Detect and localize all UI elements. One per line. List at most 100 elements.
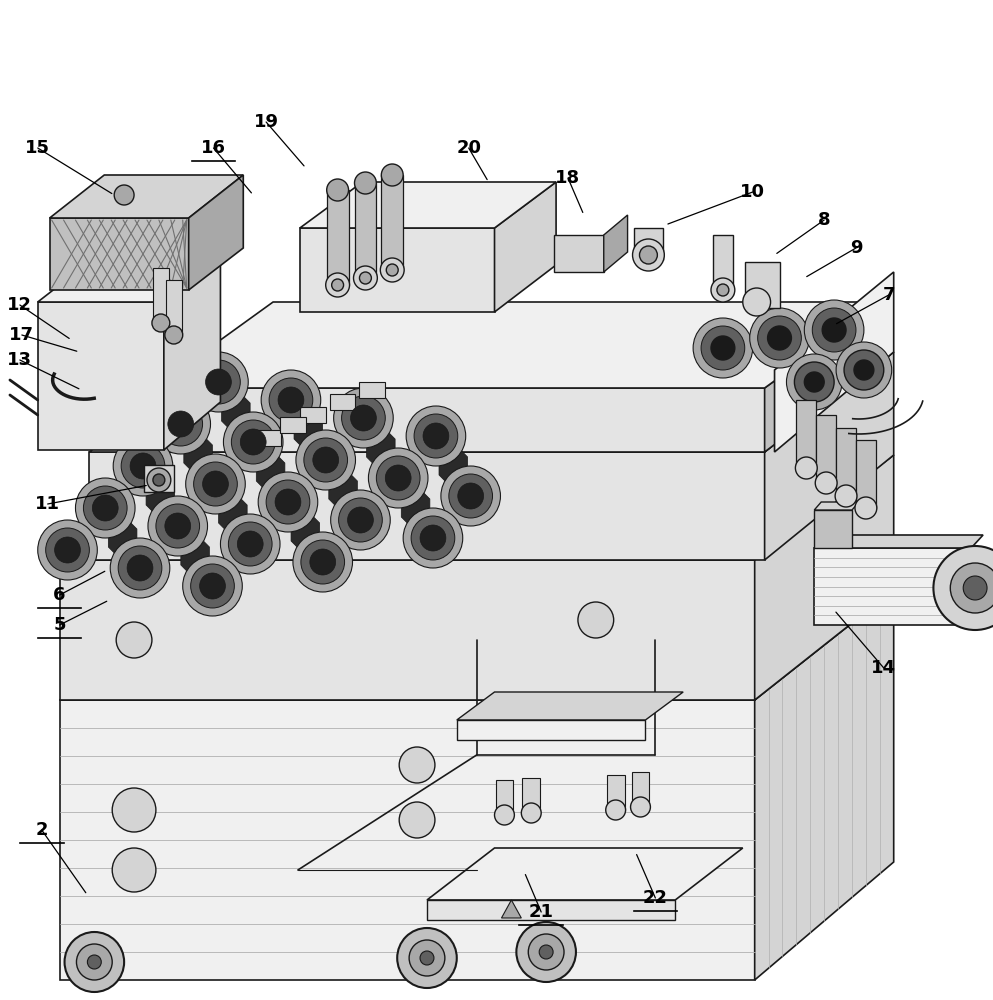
Polygon shape: [300, 228, 495, 312]
Polygon shape: [144, 465, 174, 492]
Circle shape: [112, 848, 156, 892]
Circle shape: [118, 546, 162, 590]
Polygon shape: [38, 302, 164, 450]
Circle shape: [836, 342, 892, 398]
Circle shape: [750, 308, 809, 368]
Circle shape: [113, 436, 173, 496]
Circle shape: [258, 472, 318, 532]
Text: 7: 7: [883, 286, 895, 304]
Text: 6: 6: [54, 586, 66, 604]
Circle shape: [168, 411, 194, 437]
Text: 14: 14: [871, 659, 897, 677]
Text: 21: 21: [528, 903, 554, 921]
Polygon shape: [554, 235, 604, 272]
Circle shape: [114, 185, 134, 205]
Polygon shape: [154, 388, 765, 452]
Circle shape: [768, 326, 791, 350]
Circle shape: [200, 573, 225, 599]
Circle shape: [528, 934, 564, 970]
Circle shape: [269, 378, 313, 422]
Circle shape: [854, 360, 874, 380]
Circle shape: [355, 172, 376, 194]
Circle shape: [38, 520, 97, 580]
Circle shape: [186, 454, 245, 514]
Circle shape: [606, 800, 626, 820]
Circle shape: [717, 284, 729, 296]
Polygon shape: [496, 780, 513, 815]
Polygon shape: [814, 510, 852, 548]
Circle shape: [310, 549, 336, 575]
Circle shape: [342, 396, 385, 440]
Polygon shape: [522, 778, 540, 813]
Polygon shape: [38, 258, 220, 302]
Circle shape: [804, 300, 864, 360]
Text: 22: 22: [642, 889, 668, 907]
Polygon shape: [256, 454, 285, 490]
Polygon shape: [50, 218, 189, 290]
Polygon shape: [60, 455, 894, 560]
Polygon shape: [439, 448, 468, 484]
Polygon shape: [366, 430, 395, 466]
Polygon shape: [154, 302, 884, 388]
Circle shape: [521, 803, 541, 823]
Polygon shape: [60, 560, 755, 700]
Circle shape: [313, 447, 339, 473]
Circle shape: [189, 352, 248, 412]
Circle shape: [835, 485, 857, 507]
Polygon shape: [60, 700, 755, 980]
Circle shape: [397, 928, 457, 988]
Circle shape: [386, 264, 398, 276]
Circle shape: [147, 468, 171, 492]
Polygon shape: [89, 452, 765, 560]
Polygon shape: [745, 262, 780, 308]
Circle shape: [326, 273, 350, 297]
Circle shape: [539, 945, 553, 959]
Circle shape: [423, 423, 449, 449]
Polygon shape: [796, 400, 816, 468]
Circle shape: [631, 797, 650, 817]
Circle shape: [633, 239, 664, 271]
Circle shape: [701, 326, 745, 370]
Circle shape: [794, 362, 834, 402]
Circle shape: [950, 563, 993, 613]
Polygon shape: [755, 590, 894, 980]
Circle shape: [197, 360, 240, 404]
Circle shape: [399, 802, 435, 838]
Circle shape: [331, 490, 390, 550]
Polygon shape: [607, 775, 625, 810]
Polygon shape: [291, 514, 320, 550]
Circle shape: [339, 498, 382, 542]
Circle shape: [156, 504, 200, 548]
Circle shape: [112, 788, 156, 832]
Text: 16: 16: [201, 139, 226, 157]
Polygon shape: [814, 502, 859, 510]
Circle shape: [296, 430, 355, 490]
Polygon shape: [189, 175, 243, 290]
Polygon shape: [427, 848, 743, 900]
Circle shape: [354, 266, 377, 290]
Polygon shape: [814, 535, 983, 548]
Circle shape: [152, 314, 170, 332]
Polygon shape: [457, 692, 683, 720]
Polygon shape: [359, 382, 385, 398]
Text: 13: 13: [7, 351, 33, 369]
Circle shape: [693, 318, 753, 378]
Circle shape: [385, 465, 411, 491]
Circle shape: [855, 497, 877, 519]
Circle shape: [75, 478, 135, 538]
Circle shape: [301, 540, 345, 584]
Circle shape: [822, 318, 846, 342]
Circle shape: [348, 507, 373, 533]
Polygon shape: [153, 268, 169, 323]
Circle shape: [228, 522, 272, 566]
Circle shape: [963, 576, 987, 600]
Polygon shape: [836, 428, 856, 496]
Circle shape: [148, 496, 208, 556]
Polygon shape: [218, 496, 247, 532]
Circle shape: [458, 483, 484, 509]
Circle shape: [381, 164, 403, 186]
Circle shape: [237, 531, 263, 557]
Circle shape: [711, 278, 735, 302]
Circle shape: [220, 514, 280, 574]
Circle shape: [194, 462, 237, 506]
